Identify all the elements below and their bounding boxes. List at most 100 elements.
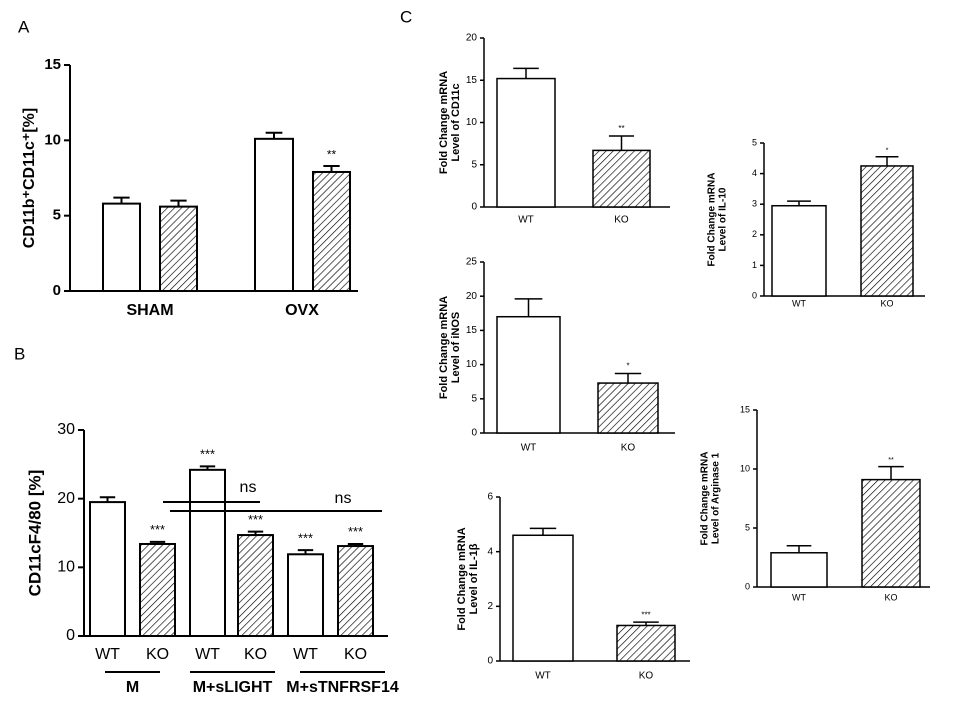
- y-tick-label: 10: [740, 463, 750, 473]
- y-axis-label: Level of IL-10: [718, 187, 729, 251]
- significance-label: *: [626, 362, 629, 371]
- bar: [312, 170, 351, 292]
- error-bar: [149, 540, 166, 544]
- bar: [512, 534, 574, 662]
- y-axis-label: Level of Arginase 1: [711, 452, 722, 544]
- bar: [287, 553, 324, 638]
- annotation: ns: [335, 490, 352, 507]
- group-label: M: [126, 679, 139, 696]
- y-tick-label: 10: [44, 131, 61, 148]
- x-tick-label: KO: [880, 298, 893, 308]
- significance-label: ***: [150, 522, 165, 537]
- error-bar: [247, 530, 264, 536]
- y-tick-label: 10: [57, 559, 75, 576]
- y-tick-label: 4: [752, 168, 757, 178]
- significance-label: ***: [248, 512, 263, 527]
- y-tick-label: 10: [466, 359, 478, 370]
- bar: [337, 545, 374, 638]
- y-tick-label: 15: [466, 325, 478, 336]
- significance-label: ***: [348, 524, 363, 539]
- x-tick-label: KO: [146, 646, 169, 663]
- bar: [159, 205, 198, 292]
- y-tick-label: 25: [466, 257, 478, 268]
- x-tick-label: WT: [521, 443, 537, 454]
- error-bar: [113, 196, 130, 204]
- panel-label: B: [14, 344, 25, 363]
- x-tick-label: WT: [195, 646, 220, 663]
- error-bar: [99, 496, 116, 503]
- y-tick-label: 20: [466, 33, 478, 44]
- group-label: M+sTNFRSF14: [286, 679, 399, 696]
- significance-label: ***: [200, 447, 215, 462]
- annotation: ns: [240, 479, 257, 496]
- error-bar: [633, 621, 659, 626]
- y-tick-label: 20: [57, 490, 75, 507]
- y-tick-label: 0: [66, 627, 75, 644]
- y-axis-label: Level of CD11c: [450, 83, 462, 161]
- y-tick-label: 0: [752, 290, 757, 300]
- group-label: M+sLIGHT: [193, 679, 273, 696]
- bar: [496, 315, 561, 434]
- error-bar: [875, 156, 899, 166]
- y-tick-label: 2: [752, 229, 757, 239]
- x-tick-label: KO: [621, 443, 636, 454]
- y-tick-label: 20: [466, 291, 478, 302]
- bar: [89, 501, 126, 637]
- y-axis-label: Level of iNOS: [450, 312, 462, 384]
- y-tick-label: 5: [752, 137, 757, 147]
- error-bar: [614, 372, 642, 384]
- y-axis-label: CD11cF4/80 [%]: [25, 470, 44, 597]
- y-tick-label: 15: [466, 75, 478, 86]
- bar: [592, 149, 651, 208]
- significance-label: **: [888, 455, 894, 464]
- y-tick-label: 15: [740, 404, 750, 414]
- bar: [189, 468, 226, 637]
- bar: [616, 624, 676, 662]
- x-tick-label: KO: [344, 646, 367, 663]
- y-tick-label: 5: [471, 393, 477, 404]
- y-tick-label: 6: [487, 492, 493, 503]
- y-tick-label: 5: [53, 207, 61, 224]
- bar: [139, 542, 176, 638]
- x-tick-label: SHAM: [126, 302, 173, 319]
- bar: [597, 382, 659, 434]
- bar: [860, 165, 914, 297]
- error-bar: [297, 549, 314, 555]
- error-bar: [787, 200, 811, 206]
- y-tick-label: 0: [471, 428, 477, 439]
- x-tick-label: KO: [614, 215, 629, 226]
- bar: [861, 478, 921, 588]
- error-bar: [608, 135, 635, 151]
- bar: [770, 552, 828, 588]
- error-bar: [529, 527, 557, 536]
- y-tick-label: 30: [57, 421, 75, 438]
- x-tick-label: WT: [535, 671, 551, 682]
- significance-label: ***: [298, 530, 313, 545]
- panel-label: A: [18, 17, 30, 36]
- error-bar: [323, 164, 340, 172]
- x-tick-label: WT: [792, 298, 806, 308]
- error-bar: [786, 544, 812, 553]
- y-tick-label: 2: [487, 601, 493, 612]
- panel-label: C: [400, 7, 412, 26]
- error-bar: [878, 465, 904, 480]
- y-axis-label: Fold Change mRNA: [700, 452, 711, 546]
- y-tick-label: 1: [752, 260, 757, 270]
- x-tick-label: WT: [518, 215, 534, 226]
- bar: [254, 137, 294, 292]
- error-bar: [170, 199, 187, 207]
- error-bar: [347, 542, 364, 547]
- y-axis-label: Fold Change mRNA: [707, 173, 718, 267]
- x-tick-label: KO: [244, 646, 267, 663]
- x-tick-label: OVX: [285, 302, 319, 319]
- error-bar: [513, 67, 539, 79]
- y-tick-label: 4: [487, 546, 493, 557]
- y-tick-label: 0: [53, 282, 61, 299]
- y-axis-label: Fold Change mRNA: [438, 71, 450, 174]
- y-axis-label: Fold Change mRNA: [438, 296, 450, 399]
- y-tick-label: 0: [745, 581, 750, 591]
- y-tick-label: 3: [752, 199, 757, 209]
- error-bar: [265, 131, 283, 139]
